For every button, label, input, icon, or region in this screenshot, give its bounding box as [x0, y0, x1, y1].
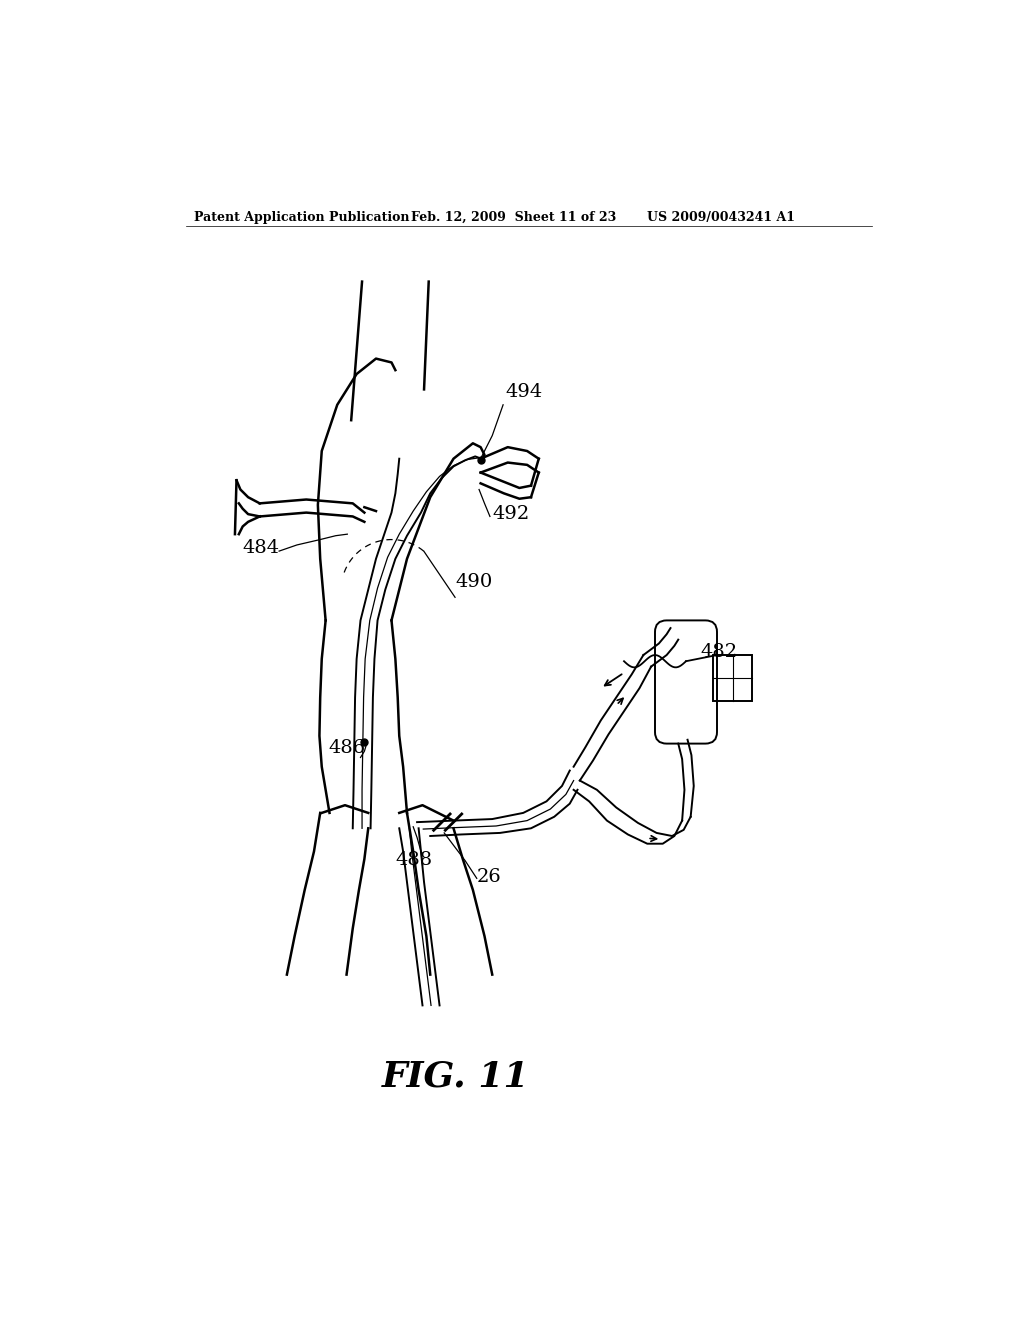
Text: 484: 484 [243, 539, 280, 557]
Text: 492: 492 [493, 504, 529, 523]
Text: FIG. 11: FIG. 11 [382, 1059, 529, 1093]
Text: 482: 482 [700, 643, 737, 661]
Text: US 2009/0043241 A1: US 2009/0043241 A1 [647, 211, 796, 224]
Text: Patent Application Publication: Patent Application Publication [194, 211, 410, 224]
Text: 26: 26 [477, 869, 502, 886]
Text: 486: 486 [328, 739, 366, 756]
Text: 494: 494 [506, 383, 543, 401]
Text: 490: 490 [456, 573, 494, 590]
Bar [713, 655, 752, 701]
Text: Feb. 12, 2009  Sheet 11 of 23: Feb. 12, 2009 Sheet 11 of 23 [411, 211, 616, 224]
Text: 488: 488 [395, 851, 432, 870]
